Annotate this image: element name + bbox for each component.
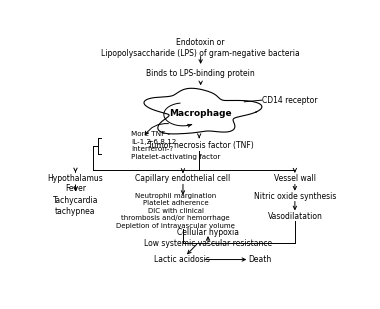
Text: More TNF -
IL-1,2,6,8,12
Interferon-?
Platelet-activating factor: More TNF - IL-1,2,6,8,12 Interferon-? Pl… [131,131,221,159]
Text: Cellular hypoxia
Low systemic vascular resistance: Cellular hypoxia Low systemic vascular r… [144,228,272,248]
Text: Vessel wall: Vessel wall [274,174,316,183]
Text: Death: Death [248,255,271,264]
Text: Tumor necrosis factor (TNF): Tumor necrosis factor (TNF) [148,141,253,150]
Text: Neutrophil margination
Platelet adherence
DIC with clinical
thrombosis and/or he: Neutrophil margination Platelet adherenc… [116,193,235,229]
Text: Hypothalamus: Hypothalamus [48,174,103,183]
Text: Binds to LPS-binding protein: Binds to LPS-binding protein [146,70,255,78]
Text: Capillary endothelial cell: Capillary endothelial cell [135,174,231,183]
Text: CD14 receptor: CD14 receptor [263,95,318,105]
Text: Macrophage: Macrophage [169,109,232,118]
Text: Nitric oxide synthesis: Nitric oxide synthesis [254,192,336,201]
Text: Vasodilatation: Vasodilatation [268,212,322,221]
Text: Lactic acidosis: Lactic acidosis [154,255,209,264]
Text: Endotoxin or
Lipopolysaccharide (LPS) of gram-negative bacteria: Endotoxin or Lipopolysaccharide (LPS) of… [101,38,300,58]
Text: Fever
Tachycardia
tachypnea: Fever Tachycardia tachypnea [53,184,98,216]
